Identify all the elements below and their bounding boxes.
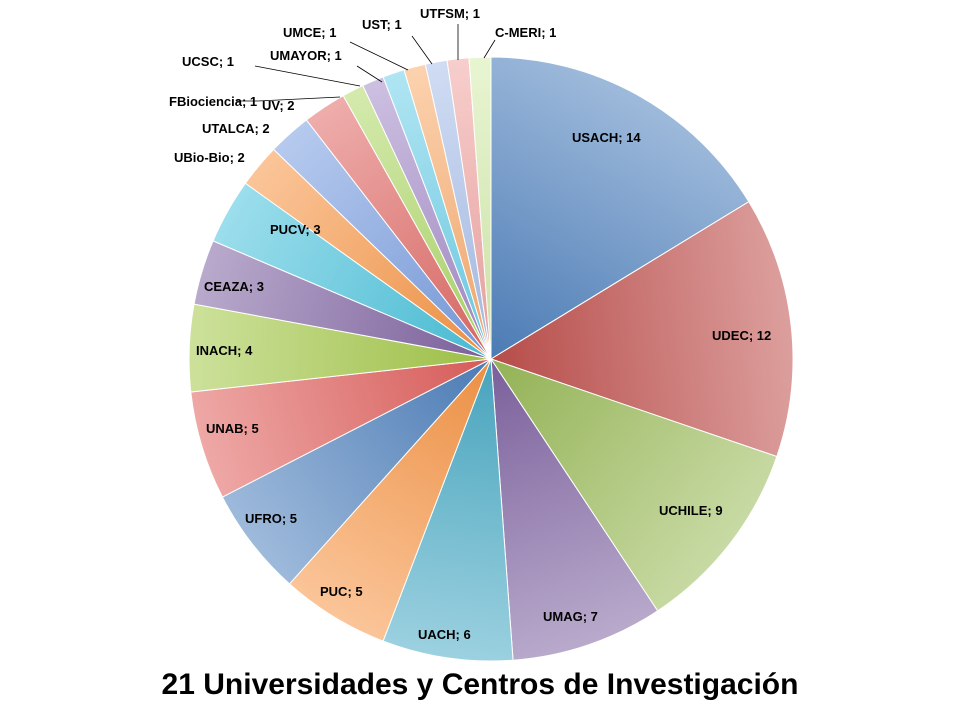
leader-line-c-meri: [483, 39, 496, 59]
pie-slice-uchile: [489, 358, 778, 612]
slice-label-c-meri: C-MERI; 1: [495, 25, 556, 40]
slice-label-fbiociencia: FBiociencia; 1: [169, 94, 257, 109]
slice-label-uach: UACH; 6: [418, 627, 471, 642]
pie-slices: [188, 56, 794, 662]
slice-label-ust: UST; 1: [362, 17, 402, 32]
leader-line-ucsc: [254, 65, 361, 87]
slice-label-ubio-bio: UBio-Bio; 2: [174, 150, 245, 165]
slice-label-inach: INACH; 4: [196, 343, 253, 358]
slice-label-uv: UV; 2: [262, 98, 295, 113]
leader-lines: [236, 24, 496, 102]
pie-slice-umag: [490, 357, 659, 661]
slice-label-usach: USACH; 14: [572, 130, 641, 145]
leader-line-umayor: [356, 65, 383, 83]
pie-chart: USACH; 14 UDEC; 12 UCHILE; 9 UMAG; 7 UACH; 6…: [169, 6, 794, 662]
pie-slice-usach: [490, 56, 750, 360]
slice-label-umce: UMCE; 1: [283, 25, 336, 40]
leader-line-ust: [411, 35, 433, 65]
slice-label-pucv: PUCV; 3: [270, 222, 321, 237]
leader-line-fbiociencia: [236, 96, 341, 102]
pie-slice-udec: [489, 200, 794, 458]
slice-label-puc: PUC; 5: [320, 584, 363, 599]
slice-label-unab: UNAB; 5: [206, 421, 259, 436]
leader-line-umce: [349, 41, 409, 71]
slice-label-ucsc: UCSC; 1: [182, 54, 234, 69]
slice-label-ceaza: CEAZA; 3: [204, 279, 264, 294]
chart-title: 21 Universidades y Centros de Investigac…: [161, 668, 799, 701]
slice-label-umayor: UMAYOR; 1: [270, 48, 342, 63]
slice-label-udec: UDEC; 12: [712, 328, 771, 343]
slice-label-utfsm: UTFSM; 1: [420, 6, 480, 21]
slice-label-utalca: UTALCA; 2: [202, 121, 270, 136]
pie-slice-uach: [382, 358, 514, 662]
pie-slice-c-meri: [468, 56, 492, 360]
slice-label-umag: UMAG; 7: [543, 609, 598, 624]
slice-label-uchile: UCHILE; 9: [659, 503, 723, 518]
slice-labels: USACH; 14 UDEC; 12 UCHILE; 9 UMAG; 7 UACH; 6…: [169, 6, 771, 642]
slice-label-ufro: UFRO; 5: [245, 511, 297, 526]
